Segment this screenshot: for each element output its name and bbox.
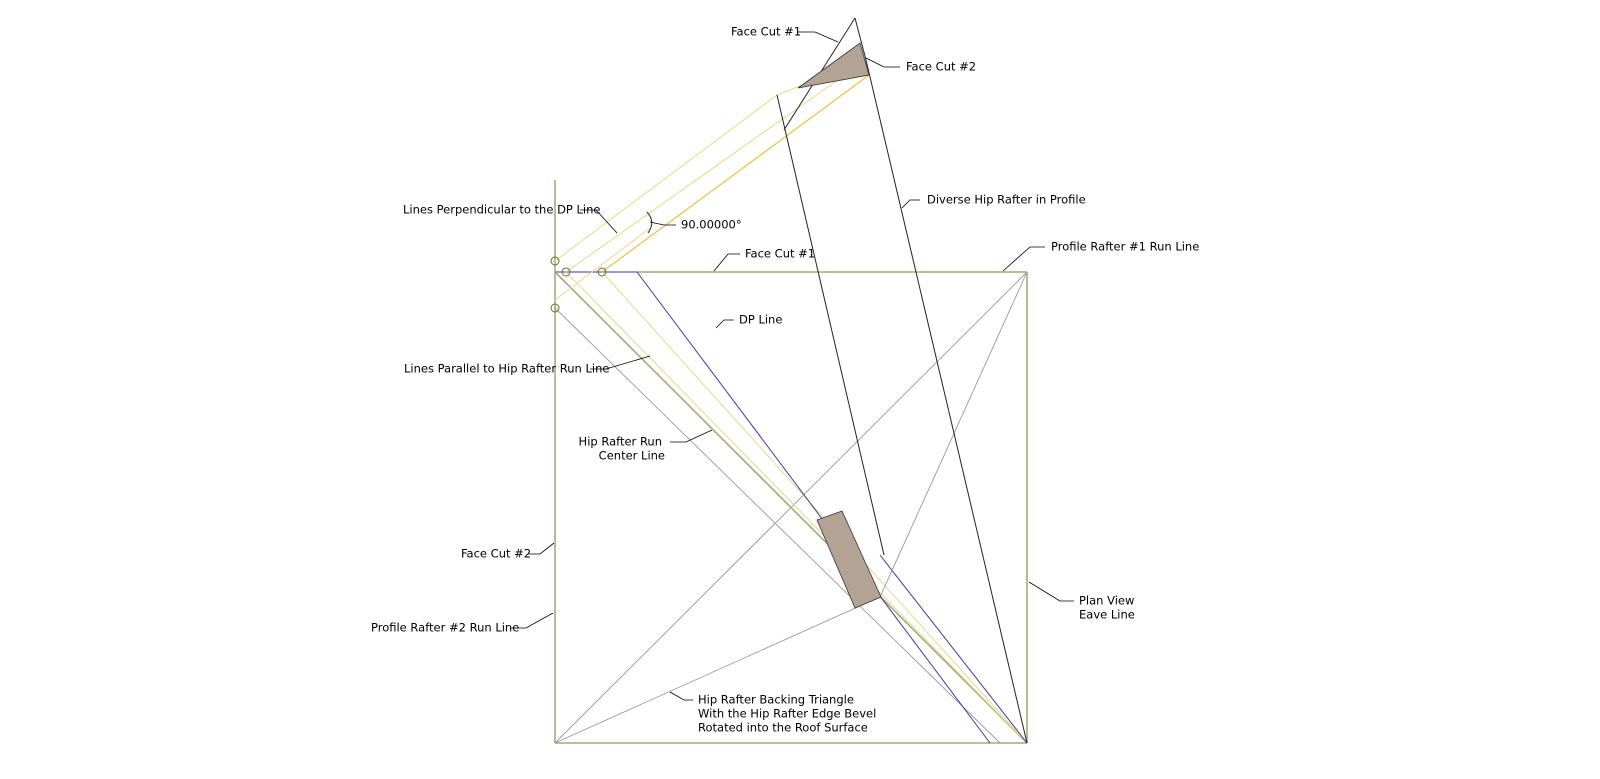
label: Plan View xyxy=(1079,594,1134,608)
label: Face Cut #1 xyxy=(731,25,801,39)
backing-shape xyxy=(816,510,882,609)
face-cut-2-shape xyxy=(797,42,870,89)
leaders xyxy=(510,31,1074,701)
perpendicular-line xyxy=(565,59,867,273)
label: Diverse Hip Rafter in Profile xyxy=(927,193,1086,207)
label: Rotated into the Roof Surface xyxy=(698,721,868,735)
label: Face Cut #2 xyxy=(906,60,976,74)
labels: Face Cut #1 Face Cut #2 Diverse Hip Raft… xyxy=(371,25,1199,735)
parallel-gray xyxy=(554,307,1001,744)
label: With the Hip Rafter Edge Bevel xyxy=(698,707,876,721)
label: Hip Rafter Backing Triangle xyxy=(698,693,854,707)
label: DP Line xyxy=(739,313,782,327)
leader xyxy=(901,199,920,209)
label: Profile Rafter #1 Run Line xyxy=(1051,240,1199,254)
parallel-line xyxy=(565,271,1028,744)
leader xyxy=(669,691,693,701)
label: Eave Line xyxy=(1079,608,1135,622)
geometry xyxy=(550,17,1028,744)
leader xyxy=(798,31,839,43)
perpendicular-line xyxy=(554,227,651,301)
leader xyxy=(580,209,618,234)
label: Center Line xyxy=(599,449,665,463)
perpendicular-line xyxy=(554,94,778,262)
point xyxy=(550,256,560,266)
label: 90.00000° xyxy=(681,218,742,232)
leader xyxy=(1028,581,1074,602)
face-cut-1-line xyxy=(854,17,867,61)
point xyxy=(597,267,607,277)
label: Face Cut #1 xyxy=(745,247,815,261)
leader xyxy=(865,57,900,68)
leader xyxy=(590,355,651,370)
leader xyxy=(1002,246,1045,272)
point xyxy=(561,267,571,277)
leader xyxy=(715,319,734,329)
point xyxy=(550,303,560,313)
label: Hip Rafter Run xyxy=(579,435,662,449)
leader xyxy=(649,221,676,226)
label: Profile Rafter #2 Run Line xyxy=(371,621,519,635)
profile-rafter-line xyxy=(865,59,1028,744)
dp-line-2 xyxy=(879,554,1028,744)
dp-line xyxy=(636,271,991,744)
leader xyxy=(510,612,554,629)
parallel-line xyxy=(601,271,1028,744)
label: Lines Perpendicular to the DP Line xyxy=(403,203,600,217)
leader xyxy=(670,429,713,443)
profile-rafter-line xyxy=(776,94,885,556)
leader xyxy=(528,542,555,555)
label: Lines Parallel to Hip Rafter Run Line xyxy=(404,362,609,376)
leader xyxy=(713,253,740,272)
perpendicular-line xyxy=(601,74,870,273)
label: Face Cut #2 xyxy=(461,547,531,561)
hip-run-line xyxy=(554,271,1028,744)
